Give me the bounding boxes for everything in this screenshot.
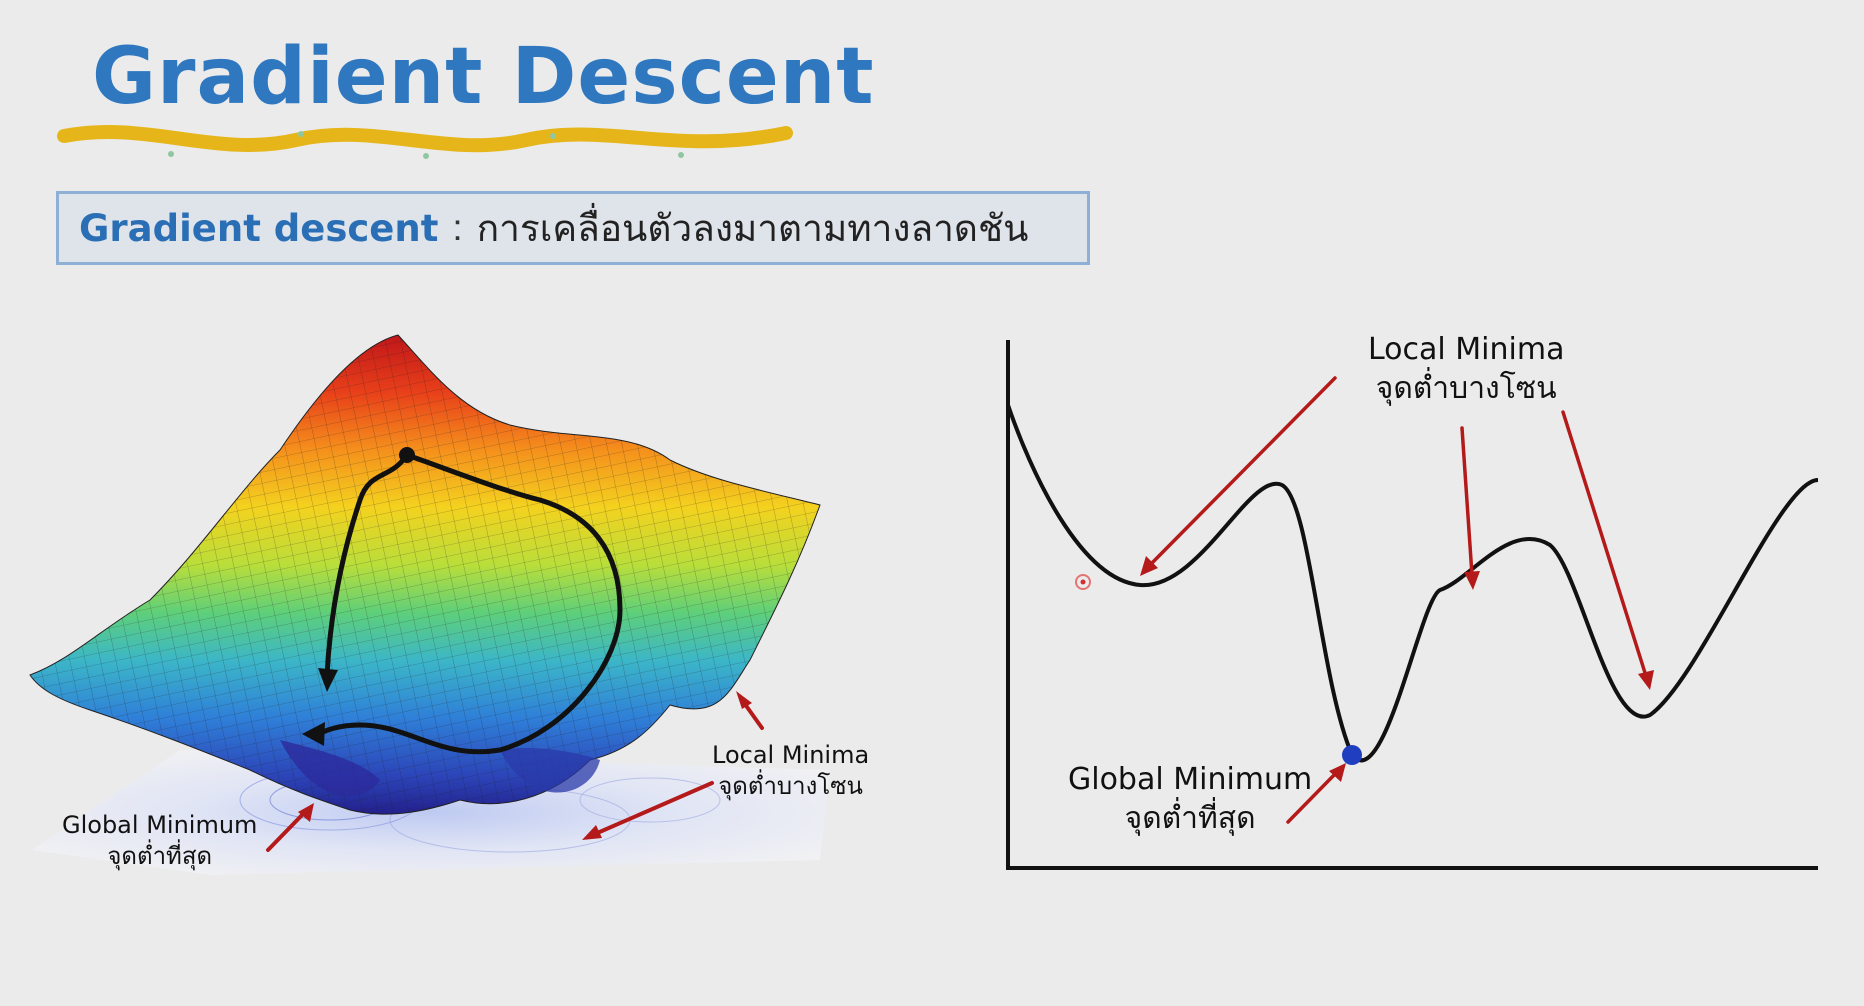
cursor-marker	[1075, 574, 1091, 590]
definition-separator: :	[452, 207, 463, 248]
start-point	[399, 447, 415, 463]
surface-global-minimum-en: Global Minimum	[62, 811, 258, 839]
surface-local-minima-label: Local Minima จุดต่ำบางโซน	[712, 740, 869, 802]
curve-global-minimum-th: จุดต่ำที่สุด	[1124, 801, 1256, 836]
global-minimum-point	[1342, 745, 1362, 765]
curve-annotation-arrows	[1140, 376, 1654, 824]
curve-axes	[1006, 340, 1818, 870]
curve-local-minima-label: Local Minima จุดต่ำบางโซน	[1368, 330, 1564, 408]
definition-meaning: การเคลื่อนตัวลงมาตามทางลาดชัน	[476, 206, 1029, 250]
loss-curve	[1006, 404, 1819, 763]
loss-surface-3d	[29, 334, 830, 875]
surface-global-minimum-th: จุดต่ำที่สุด	[107, 842, 213, 871]
curve-global-minimum-label: Global Minimum จุดต่ำที่สุด	[1068, 760, 1312, 838]
curve-global-minimum-en: Global Minimum	[1068, 762, 1313, 797]
slide-title: Gradient Descent	[92, 32, 875, 122]
contour-floor	[32, 750, 830, 875]
definition-term: Gradient descent	[79, 206, 439, 250]
curve-local-minima-en: Local Minima	[1368, 332, 1565, 367]
surface-local-minima-th: จุดต่ำบางโซน	[718, 772, 863, 801]
definition-box: Gradient descent : การเคลื่อนตัวลงมาตามท…	[56, 191, 1090, 265]
title-underline	[57, 124, 793, 159]
curve-local-minima-th: จุดต่ำบางโซน	[1375, 371, 1557, 406]
surface-global-minimum-label: Global Minimum จุดต่ำที่สุด	[62, 810, 257, 872]
surface-local-minima-en: Local Minima	[712, 741, 870, 769]
descent-paths	[315, 452, 623, 755]
